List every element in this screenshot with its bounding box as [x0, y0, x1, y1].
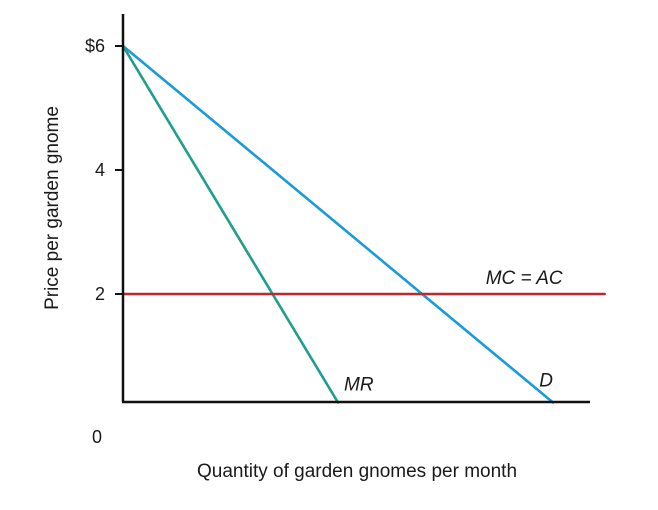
- d-curve: [121, 44, 555, 404]
- x-axis-title: Quantity of garden gnomes per month: [197, 461, 517, 482]
- curve-label-layer: D MR MC = AC: [344, 268, 563, 396]
- origin-label: 0: [92, 427, 102, 447]
- y-tick-label: $6: [85, 36, 105, 56]
- y-axis-title: Price per garden gnome: [42, 106, 63, 310]
- mc-ac-label: MC = AC: [486, 268, 563, 289]
- y-tick-label: 4: [95, 160, 105, 180]
- mr-curve: [121, 44, 340, 404]
- d-label: D: [539, 371, 553, 392]
- y-tick-label: 2: [95, 284, 105, 304]
- curve-layer: [121, 44, 606, 404]
- mr-label: MR: [344, 375, 374, 396]
- tick-layer: $6 4 2: [85, 36, 123, 304]
